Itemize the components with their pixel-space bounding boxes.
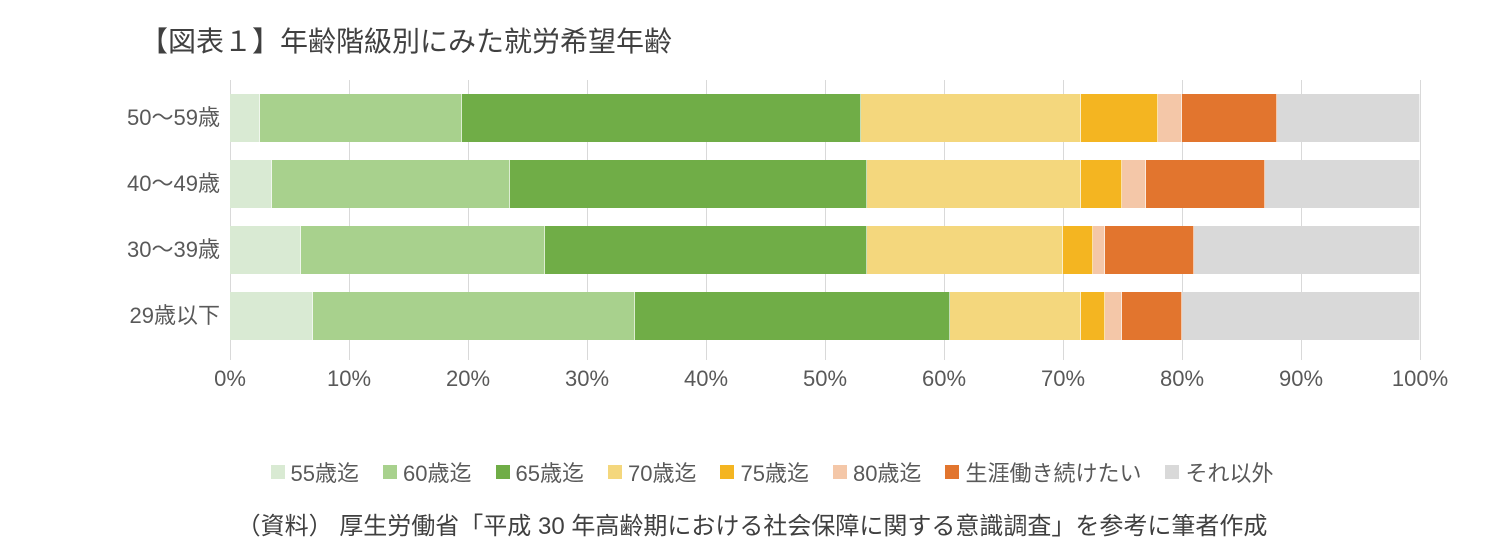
bar-segment <box>230 226 301 274</box>
bar-segment <box>1146 160 1265 208</box>
legend-label: 80歳迄 <box>853 456 921 488</box>
legend-swatch <box>496 465 510 479</box>
bar-segment <box>1265 160 1420 208</box>
x-tick-label: 40% <box>684 366 728 392</box>
y-tick-label: 40～49歳 <box>80 173 220 195</box>
legend: 55歳迄 60歳迄 65歳迄 70歳迄 75歳迄 80歳迄 生涯働き続けたい それ以外 <box>80 456 1464 488</box>
x-tick-label: 10% <box>327 366 371 392</box>
y-tick-label: 29歳以下 <box>80 305 220 327</box>
legend-swatch <box>833 465 847 479</box>
y-tick-label: 50～59歳 <box>80 107 220 129</box>
y-tick-label: 30～39歳 <box>80 239 220 261</box>
bar-segment <box>230 160 272 208</box>
bar-segment <box>462 94 861 142</box>
bar-segment <box>1194 226 1420 274</box>
x-tick-label: 0% <box>214 366 246 392</box>
x-tick-label: 100% <box>1392 366 1448 392</box>
legend-swatch <box>1165 465 1179 479</box>
legend-label: 65歳迄 <box>516 456 584 488</box>
bar-row <box>230 160 1420 208</box>
legend-item: 55歳迄 <box>271 456 359 488</box>
legend-label: 70歳迄 <box>628 456 696 488</box>
legend-swatch <box>608 465 622 479</box>
bar-segment <box>1093 226 1105 274</box>
legend-label: 生涯働き続けたい <box>965 456 1141 488</box>
legend-item: 65歳迄 <box>496 456 584 488</box>
x-tick-label: 80% <box>1160 366 1204 392</box>
bar-segment <box>1158 94 1182 142</box>
bar-segment <box>1081 292 1105 340</box>
bar-row <box>230 226 1420 274</box>
legend-swatch <box>945 465 959 479</box>
bar-segment <box>230 94 260 142</box>
bar-segment <box>950 292 1081 340</box>
bar-segment <box>230 292 313 340</box>
bar-segment <box>635 292 950 340</box>
bar-segment <box>867 160 1081 208</box>
bar-segment <box>1081 94 1158 142</box>
x-tick-label: 60% <box>922 366 966 392</box>
plot-region <box>230 80 1420 360</box>
bar-row <box>230 292 1420 340</box>
legend-label: 55歳迄 <box>291 456 359 488</box>
legend-label: それ以外 <box>1185 456 1273 488</box>
bar-segment <box>545 226 866 274</box>
bar-segment <box>1081 160 1123 208</box>
legend-item: 生涯働き続けたい <box>945 456 1141 488</box>
bar-row <box>230 94 1420 142</box>
legend-item: 75歳迄 <box>720 456 808 488</box>
legend-swatch <box>720 465 734 479</box>
x-tick-label: 30% <box>565 366 609 392</box>
legend-label: 75歳迄 <box>740 456 808 488</box>
legend-swatch <box>383 465 397 479</box>
legend-label: 60歳迄 <box>403 456 471 488</box>
bar-segment <box>1122 160 1146 208</box>
bar-segment <box>313 292 634 340</box>
bar-segment <box>1182 292 1420 340</box>
x-tick-label: 50% <box>803 366 847 392</box>
bar-segment <box>260 94 462 142</box>
bar-segment <box>1277 94 1420 142</box>
x-tick-label: 20% <box>446 366 490 392</box>
legend-item: 70歳迄 <box>608 456 696 488</box>
legend-item: 60歳迄 <box>383 456 471 488</box>
chart-area: 0% 10% 20% 30% 40% 50% 60% 70% 80% 90% 100% 50～59歳 4… <box>80 80 1460 400</box>
chart-title: 【図表１】年齢階級別にみた就労希望年齢 <box>140 20 1464 60</box>
x-tick-label: 90% <box>1279 366 1323 392</box>
bar-segment <box>1105 226 1194 274</box>
bar-segment <box>272 160 510 208</box>
bar-segment <box>1182 94 1277 142</box>
legend-item: 80歳迄 <box>833 456 921 488</box>
bar-segment <box>1105 292 1123 340</box>
legend-swatch <box>271 465 285 479</box>
source-note: （資料） 厚生労働省「平成 30 年高齢期における社会保障に関する意識調査」を参… <box>40 506 1464 541</box>
x-tick-label: 70% <box>1041 366 1085 392</box>
gridline <box>1420 80 1421 360</box>
bar-segment <box>1122 292 1182 340</box>
bar-segment <box>867 226 1063 274</box>
bar-segment <box>861 94 1081 142</box>
bar-segment <box>1063 226 1093 274</box>
bar-segment <box>301 226 545 274</box>
legend-item: それ以外 <box>1165 456 1273 488</box>
bar-segment <box>510 160 867 208</box>
